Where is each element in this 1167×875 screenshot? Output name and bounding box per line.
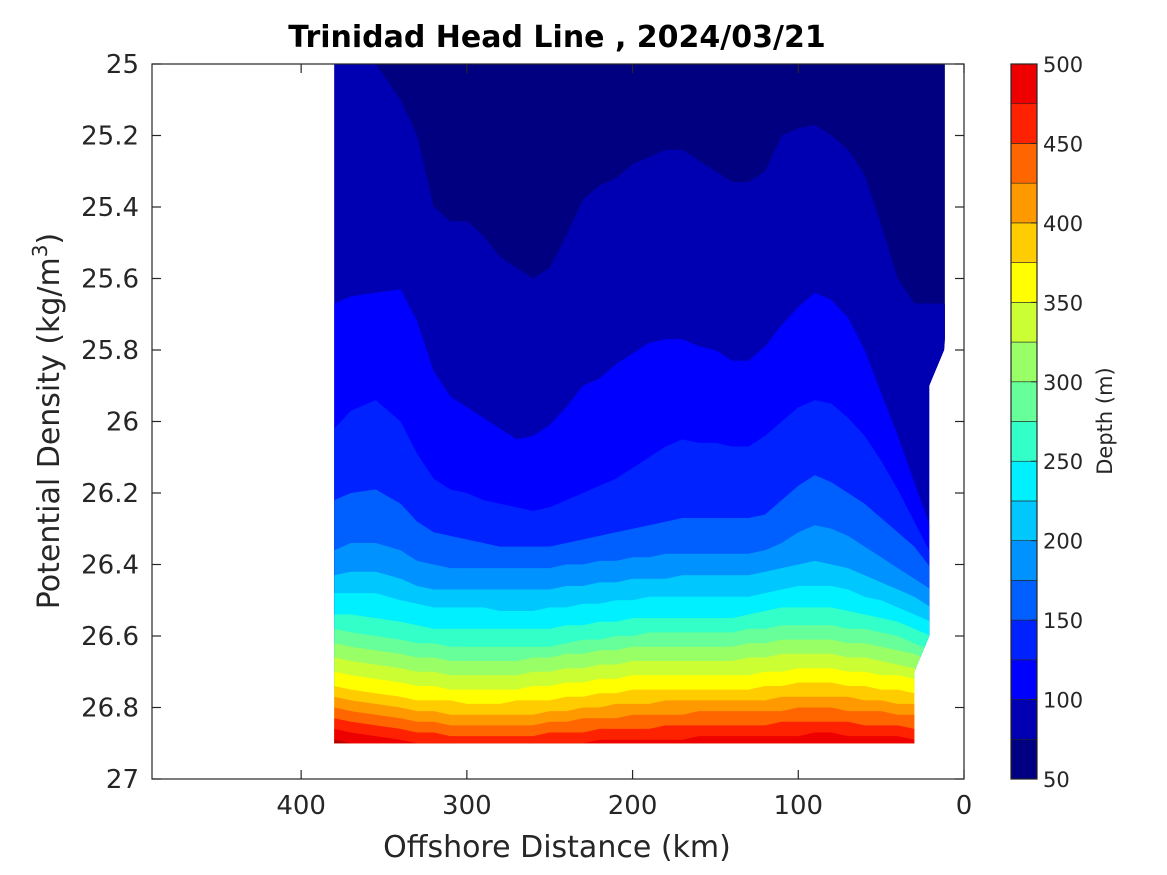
x-tick-label: 200 [608, 791, 658, 821]
colorbar-tick-label: 500 [1043, 53, 1083, 77]
y-tick-label: 26 [106, 408, 139, 438]
colorbar-segment [1010, 619, 1038, 661]
colorbar-segment [1010, 580, 1038, 621]
colorbar-segment [1010, 738, 1038, 780]
colorbar-tick-label: 350 [1043, 291, 1083, 315]
x-tick-label: 300 [442, 791, 492, 821]
colorbar-tick-label: 300 [1043, 371, 1083, 395]
colorbar-segment [1010, 500, 1038, 541]
colorbar-segment [1010, 103, 1038, 144]
colorbar-tick-label: 100 [1043, 689, 1083, 713]
y-tick-label: 25.4 [81, 193, 139, 223]
colorbar-segment [1010, 63, 1038, 105]
colorbar-segment [1010, 341, 1038, 383]
colorbar-segment [1010, 262, 1038, 303]
colorbar-segment [1010, 222, 1038, 263]
colorbar-tick-label: 50 [1043, 768, 1070, 792]
x-tick-label: 400 [276, 791, 326, 821]
colorbar-segment [1010, 460, 1038, 502]
colorbar [1010, 63, 1038, 780]
y-tick-label: 27 [106, 765, 139, 795]
colorbar-segment [1010, 699, 1038, 740]
x-axis: 400 300 200 100 0 [276, 64, 972, 821]
y-axis-title: Potential Density (kg/m3) [28, 233, 67, 609]
colorbar-segment [1010, 143, 1038, 184]
colorbar-tick-label: 200 [1043, 530, 1083, 554]
x-tick-label: 100 [773, 791, 823, 821]
colorbar-tick-label: 250 [1043, 450, 1083, 474]
colorbar-segment [1010, 302, 1038, 343]
y-tick-label: 25.8 [81, 336, 139, 366]
colorbar-segment [1010, 540, 1038, 581]
x-axis-title: Offshore Distance (km) [383, 830, 731, 865]
colorbar-tick-label: 150 [1043, 609, 1083, 633]
y-tick-label: 25 [106, 50, 139, 80]
colorbar-segment [1010, 381, 1038, 422]
colorbar-frame [1010, 63, 1038, 780]
y-tick-label: 26.6 [81, 622, 139, 652]
contour-fills [334, 64, 945, 744]
colorbar-title: Depth (m) [1093, 367, 1117, 474]
y-tick-label: 25.6 [81, 265, 139, 295]
colorbar-segment [1010, 182, 1038, 224]
colorbar-segment [1010, 421, 1038, 462]
y-tick-label: 25.2 [81, 122, 139, 152]
y-tick-label: 26.4 [81, 551, 139, 581]
y-tick-label: 26.8 [81, 694, 139, 724]
colorbar-axis: 50 100 150 200 250 300 350 400 450 500 [1031, 53, 1083, 792]
y-tick-label: 26.2 [81, 479, 139, 509]
y-axis: 25 25.2 25.4 25.6 25.8 26 26.2 26.4 26.6 26.8 27 [81, 50, 964, 795]
chart-title: Trinidad Head Line , 2024/03/21 [288, 20, 825, 55]
colorbar-tick-label: 450 [1043, 132, 1083, 156]
x-tick-label: 0 [956, 791, 973, 821]
colorbar-tick-label: 400 [1043, 212, 1083, 236]
colorbar-segment [1010, 659, 1038, 700]
